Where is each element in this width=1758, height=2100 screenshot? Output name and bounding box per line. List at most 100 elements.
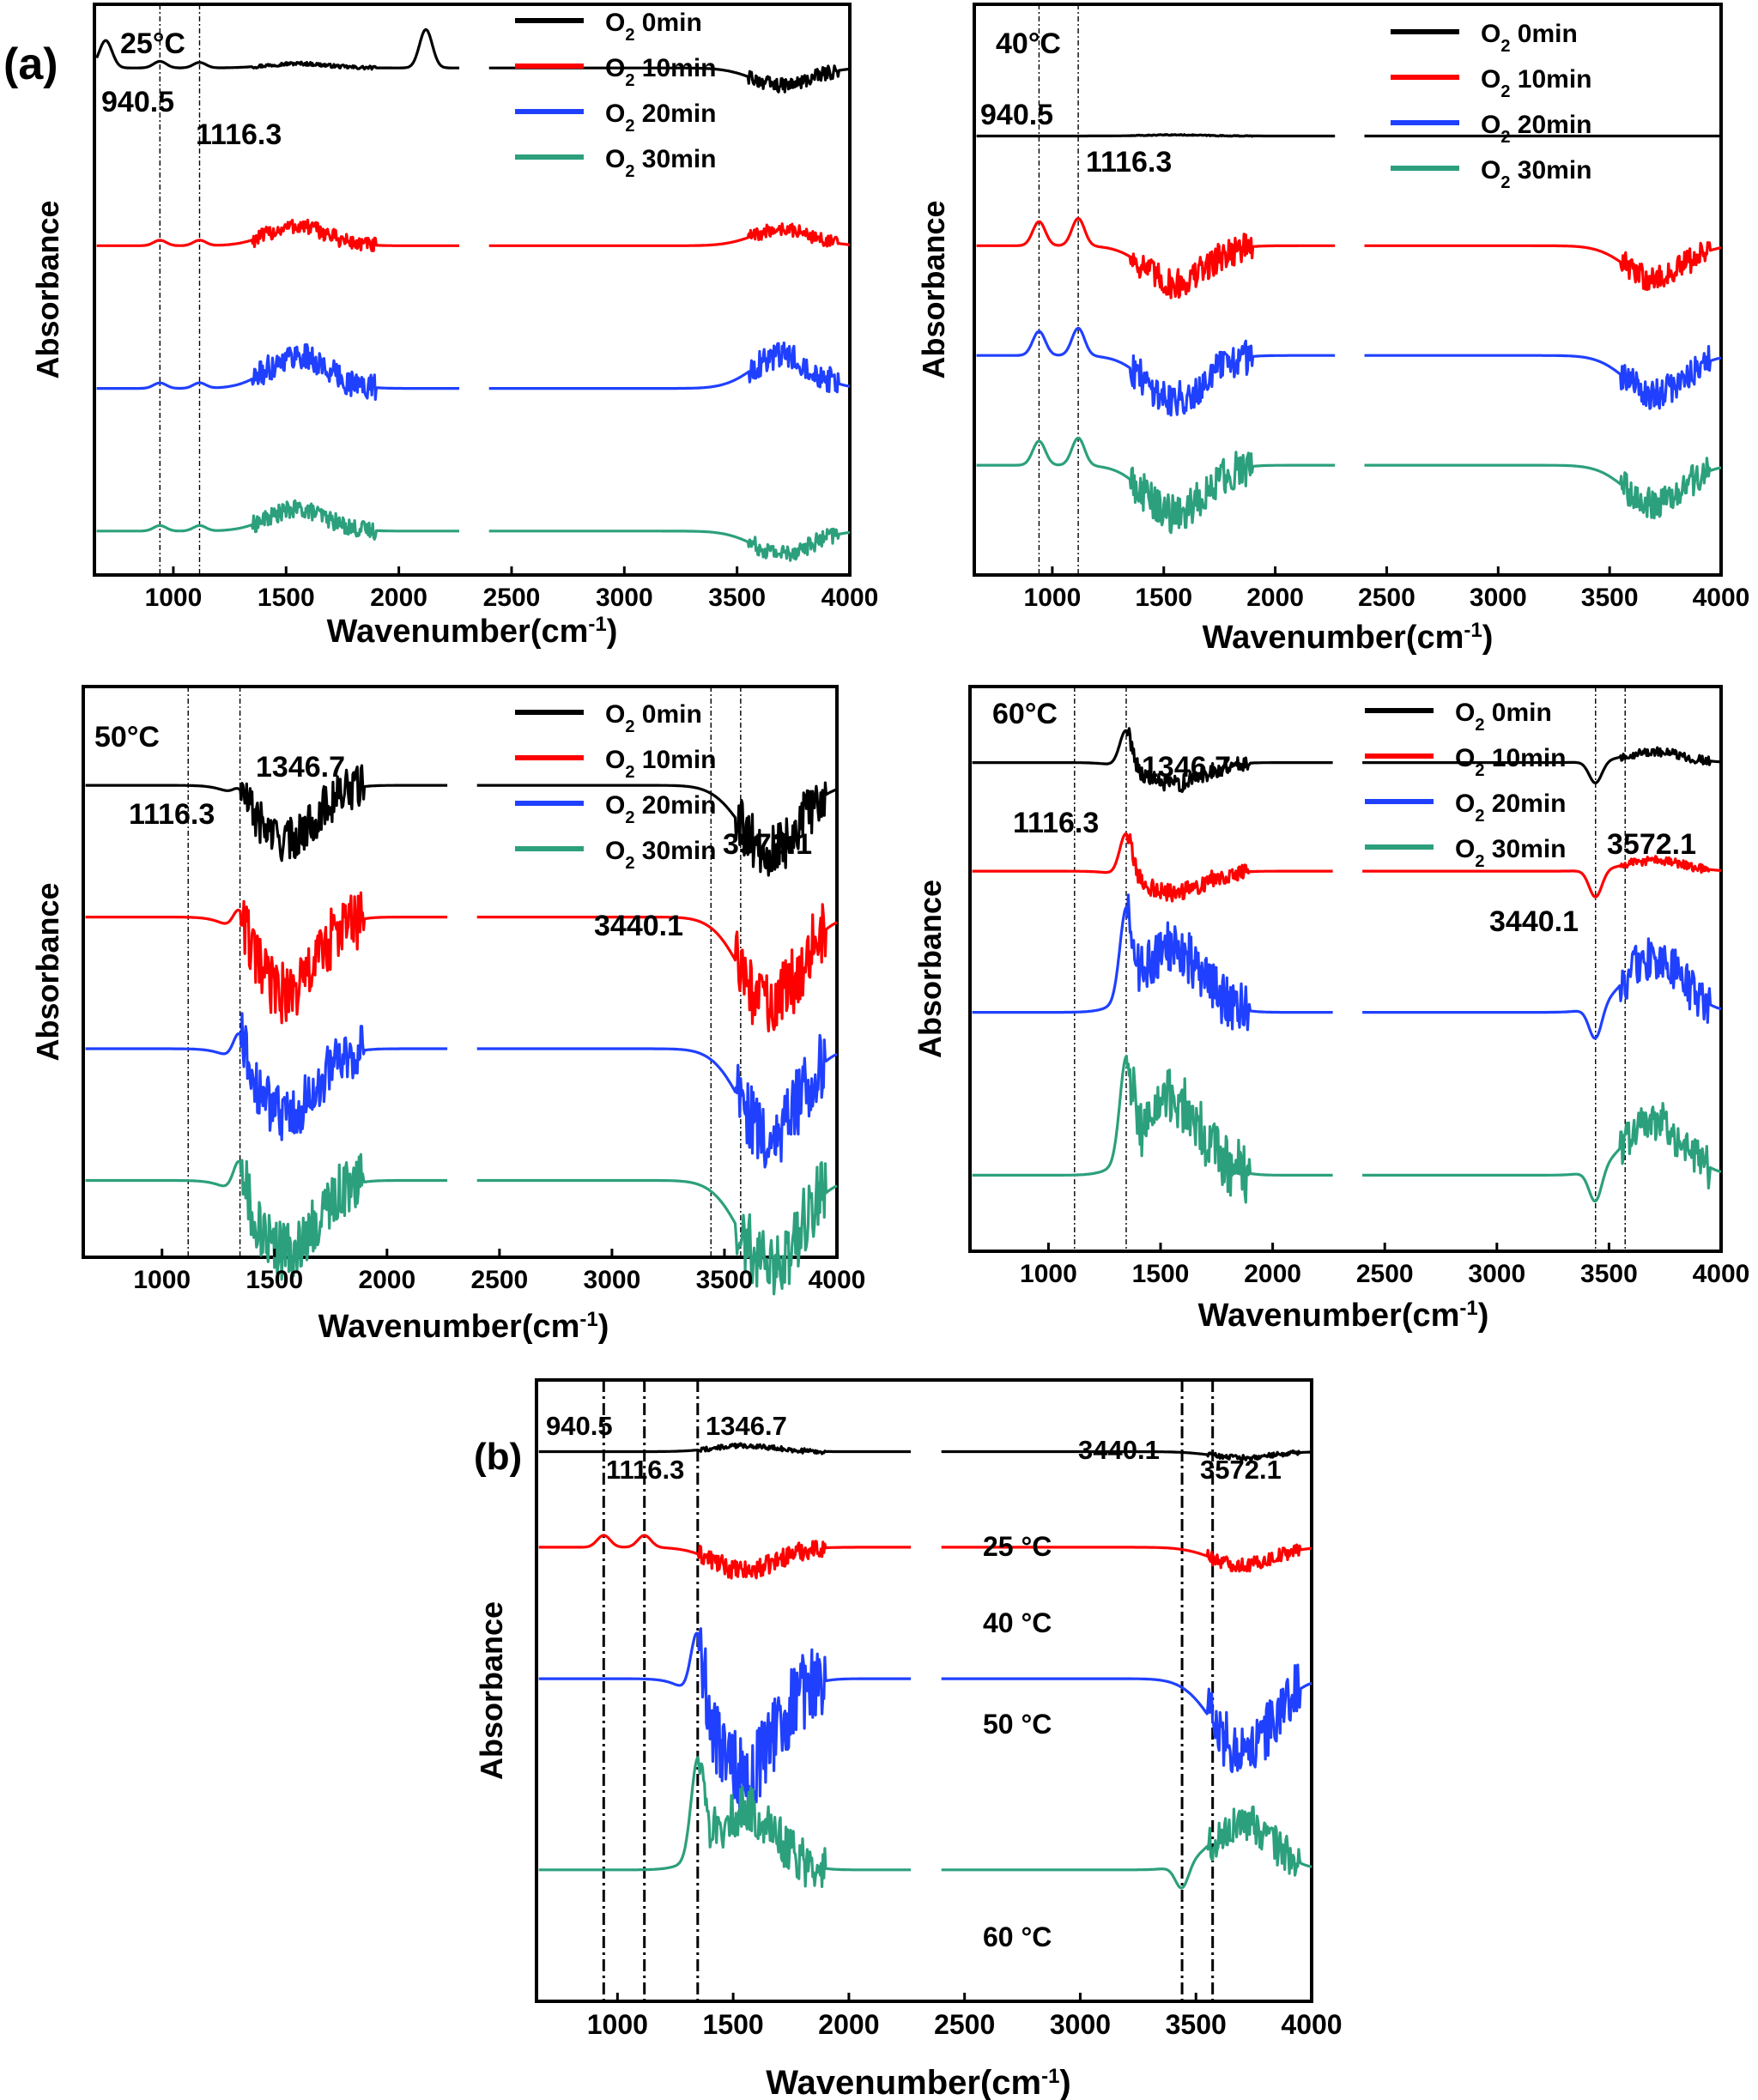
chart-a-60C: 1000 1500 2000 2500 3000 3500 4000 Wavenumber(c… <box>912 685 1749 1334</box>
series-3 <box>96 499 851 562</box>
chart-a-50C: 1000 1500 2000 2500 3000 3500 4000 Wavenumber(c… <box>30 685 866 1346</box>
series-2 <box>976 326 1722 417</box>
series-line <box>972 832 1334 903</box>
temperature-label: 60°C <box>992 698 1058 730</box>
x-tick-label: 4000 <box>809 1266 866 1294</box>
x-tick-label: 2500 <box>470 1266 528 1294</box>
legend-label: O2 0min <box>605 9 702 45</box>
peak-annotation: 3572.1 <box>1607 828 1696 861</box>
series-3 <box>972 1054 1722 1204</box>
peak-annotation: 940.5 <box>101 86 174 118</box>
x-tick-label: 4000 <box>1281 2009 1342 2040</box>
legend-label: O2 30min <box>1481 156 1592 192</box>
legend-label: O2 20min <box>605 791 717 827</box>
series-1 <box>85 891 838 1032</box>
x-tick-label: 1000 <box>1024 584 1082 612</box>
series-line <box>476 1161 838 1296</box>
plot-frame <box>973 3 1723 577</box>
series-line <box>96 218 460 252</box>
peak-annotation: 3572.1 <box>723 828 812 861</box>
legend-label: O2 10min <box>605 54 717 90</box>
legend-label: O2 10min <box>1455 744 1567 780</box>
x-tick-label: 1000 <box>133 1266 191 1294</box>
series-line <box>972 893 1334 1032</box>
x-tick-label: 2000 <box>358 1266 415 1294</box>
legend-label: O2 20min <box>1455 790 1567 826</box>
series-line <box>972 727 1334 793</box>
chart-a-25C: 1000 1500 2000 2500 3000 3500 4000 Wavenumber(c… <box>30 3 879 651</box>
series-line <box>96 499 460 541</box>
x-tick-label: 3000 <box>584 1266 641 1294</box>
series-0 <box>976 133 1722 138</box>
series-line <box>1361 937 1722 1040</box>
series-line <box>476 781 838 877</box>
series-label: 40 °C <box>983 1607 1052 1638</box>
x-tick-label: 2500 <box>1358 584 1415 612</box>
series-line <box>538 1627 912 1813</box>
y-axis-label: Absorbance <box>30 882 65 1061</box>
series-line <box>476 903 838 1032</box>
x-tick-label: 2000 <box>1246 584 1304 612</box>
series-line <box>85 891 448 1025</box>
peak-annotation: 1116.3 <box>1086 146 1172 179</box>
x-axis-label: Wavenumber(cm-1) <box>318 1308 609 1346</box>
series-line <box>941 1543 1312 1573</box>
series-3 <box>976 436 1722 535</box>
series-label: 50 °C <box>983 1709 1052 1740</box>
chart-group: 1000 1500 2000 2500 3000 3500 4000 Wavenumber(c… <box>30 3 1749 2100</box>
x-tick-label: 1000 <box>145 584 203 612</box>
peak-annotation: 3440.1 <box>1078 1435 1160 1465</box>
peak-annotation: 1346.7 <box>256 751 345 784</box>
x-tick-label: 2500 <box>934 2009 995 2040</box>
x-tick-label: 2000 <box>818 2009 879 2040</box>
x-tick-label: 3000 <box>596 584 653 612</box>
series-line <box>1361 1102 1722 1203</box>
series-line <box>941 1663 1312 1774</box>
legend-label: O2 30min <box>1455 835 1567 871</box>
series-line <box>95 27 460 71</box>
series-line <box>488 341 851 394</box>
series-line <box>941 1805 1312 1890</box>
x-tick-label: 3500 <box>708 584 766 612</box>
series-label: 60 °C <box>983 1921 1052 1952</box>
series-2 <box>538 1627 1312 1813</box>
plot-frame <box>968 685 1723 1253</box>
x-tick-label: 3000 <box>1050 2009 1111 2040</box>
legend-label: O2 20min <box>1481 111 1592 147</box>
chart-a-40C: 1000 1500 2000 2500 3000 3500 4000 Wavenumber(c… <box>916 3 1749 656</box>
series-3 <box>538 1756 1312 1890</box>
x-tick-label: 1000 <box>587 2009 648 2040</box>
temperature-label: 40°C <box>996 27 1061 60</box>
plot-frame <box>535 1378 1313 2003</box>
x-tick-label: 4000 <box>821 584 879 612</box>
x-tick-label: 1500 <box>258 584 315 612</box>
temperature-label: 50°C <box>94 721 160 753</box>
temperature-label: 25°C <box>120 27 185 60</box>
peak-annotation: 1346.7 <box>1142 751 1231 784</box>
x-axis-label: Wavenumber(cm-1) <box>1198 1297 1489 1334</box>
series-line <box>1361 746 1722 784</box>
panel-label-b: (b) <box>474 1436 522 1478</box>
y-axis-label: Absorbance <box>474 1601 509 1780</box>
legend-label: O2 10min <box>605 746 717 782</box>
series-2 <box>96 341 851 401</box>
legend-label: O2 30min <box>605 145 717 181</box>
series-1 <box>96 218 851 252</box>
series-line <box>1361 855 1722 899</box>
series-line <box>488 527 851 562</box>
series-line <box>476 1033 838 1169</box>
x-tick-label: 3000 <box>1468 1260 1525 1288</box>
series-0 <box>538 1442 1312 1462</box>
x-axis-label: Wavenumber(cm-1) <box>327 613 618 651</box>
x-tick-label: 1000 <box>1020 1260 1077 1288</box>
chart-b: 1000 1500 2000 2500 3000 3500 4000 Wavenumber(c… <box>474 1378 1343 2100</box>
series-0 <box>972 727 1722 793</box>
series-line <box>976 326 1336 417</box>
series-line <box>1363 241 1722 291</box>
series-line <box>85 1153 448 1281</box>
series-line <box>538 1534 912 1580</box>
peak-annotation: 1346.7 <box>706 1411 787 1441</box>
legend-label: O2 10min <box>1481 65 1592 101</box>
series-line <box>96 342 460 401</box>
